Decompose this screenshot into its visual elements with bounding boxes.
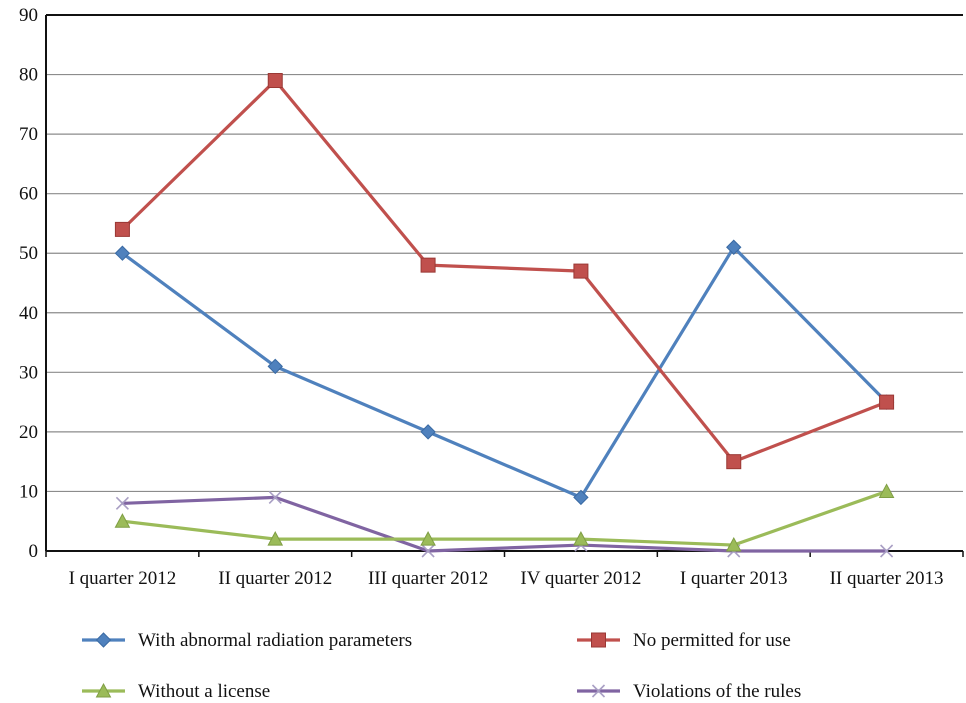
series-line-without-a-license: [122, 489, 888, 547]
data-point-no-permitted-for-use: [114, 221, 130, 237]
legend-label: With abnormal radiation parameters: [138, 630, 412, 651]
legend-item: With abnormal radiation parameters: [82, 630, 412, 651]
y-tick-label: 90: [19, 5, 38, 26]
x-tick-labels: I quarter 2012 II quarter 2012 III quarter…: [69, 568, 944, 589]
series-lines: [114, 73, 895, 558]
x-tick-label: I quarter 2012: [69, 568, 177, 589]
data-point-without-a-license: [420, 531, 436, 546]
legend-item: No permitted for use: [577, 630, 791, 651]
y-tick-labels: 0 10 20 30 40 50 60 70 80 90: [19, 5, 38, 562]
data-point-no-permitted-for-use: [879, 394, 895, 410]
legend-marker: [95, 682, 112, 698]
data-point-with-abnormal-radiation-parameters: [726, 239, 742, 255]
x-tick-label: IV quarter 2012: [520, 568, 641, 589]
series-line-no-permitted-for-use: [121, 78, 888, 464]
data-point-without-a-license: [114, 513, 131, 528]
legend: With abnormal radiation parameters No per…: [82, 630, 801, 702]
data-point-with-abnormal-radiation-parameters: [573, 489, 589, 506]
data-point-no-permitted-for-use: [573, 263, 589, 279]
legend-label: No permitted for use: [633, 630, 791, 651]
data-point-without-a-license: [267, 531, 284, 546]
data-point-no-permitted-for-use: [267, 73, 283, 89]
y-tick-label: 60: [19, 184, 38, 205]
data-point-violations-of-the-rules: [268, 490, 282, 504]
legend-marker: [591, 684, 606, 698]
data-point-no-permitted-for-use: [726, 454, 742, 470]
legend-item: Without a license: [82, 681, 270, 702]
y-tick-label: 40: [19, 303, 38, 324]
y-tick-label: 80: [19, 65, 38, 86]
series-line-violations-of-the-rules: [122, 495, 887, 553]
x-tick-label: II quarter 2013: [830, 568, 944, 589]
x-tick-label: I quarter 2013: [680, 568, 788, 589]
legend-item: Violations of the rules: [577, 681, 801, 702]
axes: [45, 14, 964, 557]
data-point-violations-of-the-rules: [115, 496, 129, 510]
y-tick-label: 30: [19, 362, 38, 383]
data-point-without-a-license: [878, 483, 895, 498]
data-point-with-abnormal-radiation-parameters: [420, 424, 436, 440]
legend-label: Without a license: [138, 681, 270, 702]
x-tick-label: III quarter 2012: [368, 568, 488, 589]
y-tick-label: 10: [19, 481, 38, 502]
legend-label: Violations of the rules: [633, 681, 801, 702]
legend-marker: [591, 632, 606, 648]
legend-marker: [95, 632, 112, 648]
y-tick-label: 70: [19, 124, 38, 145]
data-point-violations-of-the-rules: [421, 544, 435, 558]
data-point-without-a-license: [725, 536, 742, 552]
gridlines: [46, 73, 963, 493]
y-tick-label: 50: [19, 243, 38, 264]
data-point-with-abnormal-radiation-parameters: [267, 358, 283, 375]
y-tick-label: 0: [29, 541, 39, 562]
x-tick-label: II quarter 2012: [218, 568, 332, 589]
data-point-no-permitted-for-use: [420, 257, 436, 273]
data-point-with-abnormal-radiation-parameters: [114, 245, 131, 261]
data-point-without-a-license: [573, 531, 589, 546]
data-point-violations-of-the-rules: [880, 544, 894, 558]
y-tick-label: 20: [19, 422, 38, 443]
series-line-with-abnormal-radiation-parameters: [121, 245, 888, 499]
